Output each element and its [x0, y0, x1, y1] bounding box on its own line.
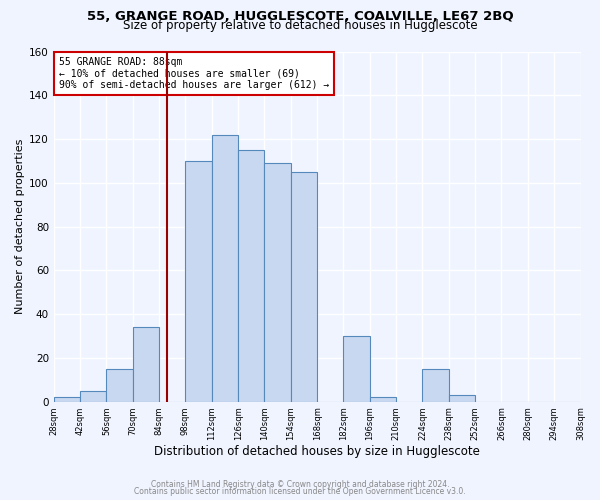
Bar [133, 327, 159, 402]
Bar [265, 163, 291, 402]
Bar [422, 369, 449, 402]
Text: Size of property relative to detached houses in Hugglescote: Size of property relative to detached ho… [122, 18, 478, 32]
Bar [449, 395, 475, 402]
Bar [106, 369, 133, 402]
Bar [291, 172, 317, 402]
Bar [212, 134, 238, 402]
Text: 55, GRANGE ROAD, HUGGLESCOTE, COALVILLE, LE67 2BQ: 55, GRANGE ROAD, HUGGLESCOTE, COALVILLE,… [86, 10, 514, 23]
Bar [80, 390, 106, 402]
Bar [343, 336, 370, 402]
Bar [54, 397, 80, 402]
Text: Contains HM Land Registry data © Crown copyright and database right 2024.: Contains HM Land Registry data © Crown c… [151, 480, 449, 489]
Y-axis label: Number of detached properties: Number of detached properties [15, 139, 25, 314]
X-axis label: Distribution of detached houses by size in Hugglescote: Distribution of detached houses by size … [154, 444, 480, 458]
Bar [185, 161, 212, 402]
Bar [370, 397, 396, 402]
Text: 55 GRANGE ROAD: 88sqm
← 10% of detached houses are smaller (69)
90% of semi-deta: 55 GRANGE ROAD: 88sqm ← 10% of detached … [59, 57, 329, 90]
Text: Contains public sector information licensed under the Open Government Licence v3: Contains public sector information licen… [134, 487, 466, 496]
Bar [238, 150, 265, 402]
